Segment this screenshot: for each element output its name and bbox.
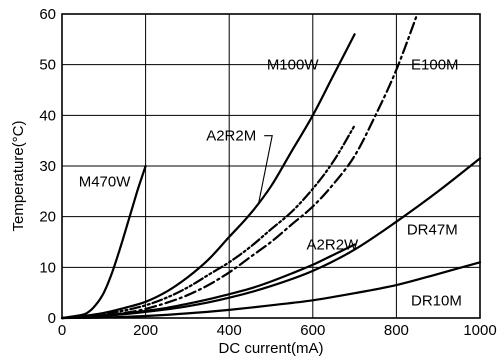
annotation-leaders [257, 135, 273, 205]
series-label-dr10m: DR10M [411, 292, 462, 309]
y-tick-label: 10 [39, 259, 56, 276]
x-tick-label: 400 [217, 322, 242, 339]
y-tick-label: 40 [39, 107, 56, 124]
series-label-m470w: M470W [79, 173, 132, 190]
series-label-m100w: M100W [267, 57, 320, 74]
series-label-a2r2m: A2R2M [206, 128, 256, 145]
series-line-a2r2w [60, 243, 356, 320]
series-line-dr10m [60, 261, 482, 320]
x-axis-title: DC current(mA) [218, 340, 323, 357]
series-label-dr47m: DR47M [407, 221, 458, 238]
plot-frame [61, 13, 481, 319]
series-line-dr47m [60, 157, 482, 320]
tick-labels: 0 200 400 600 800 1000 0 10 20 30 40 50 60 [39, 6, 496, 339]
series-label-e100m: E100M [411, 57, 459, 74]
x-tick-label: 200 [133, 322, 158, 339]
series-line-m100w [60, 33, 356, 320]
series-label-a2r2w: A2R2W [307, 237, 360, 254]
x-tick-label: 600 [300, 322, 325, 339]
series-curves [60, 12, 482, 320]
y-axis-title: Temperature(°C) [10, 120, 27, 231]
series-labels: M470W M100W E100M A2R2M A2R2W DR47M DR10M [79, 57, 462, 310]
y-tick-label: 50 [39, 57, 56, 74]
grid-lines [62, 14, 480, 318]
x-tick-label: 0 [58, 322, 66, 339]
y-tick-label: 60 [39, 6, 56, 23]
y-tick-label: 30 [39, 158, 56, 175]
series-line-a2r2m [60, 124, 356, 320]
series-line-e100m [60, 12, 419, 320]
y-tick-label: 0 [48, 310, 56, 327]
y-tick-label: 20 [39, 209, 56, 226]
x-tick-label: 1000 [463, 322, 496, 339]
series-line-m470w [60, 164, 147, 320]
a2r2m-leader-line [257, 135, 273, 205]
x-tick-label: 800 [384, 322, 409, 339]
